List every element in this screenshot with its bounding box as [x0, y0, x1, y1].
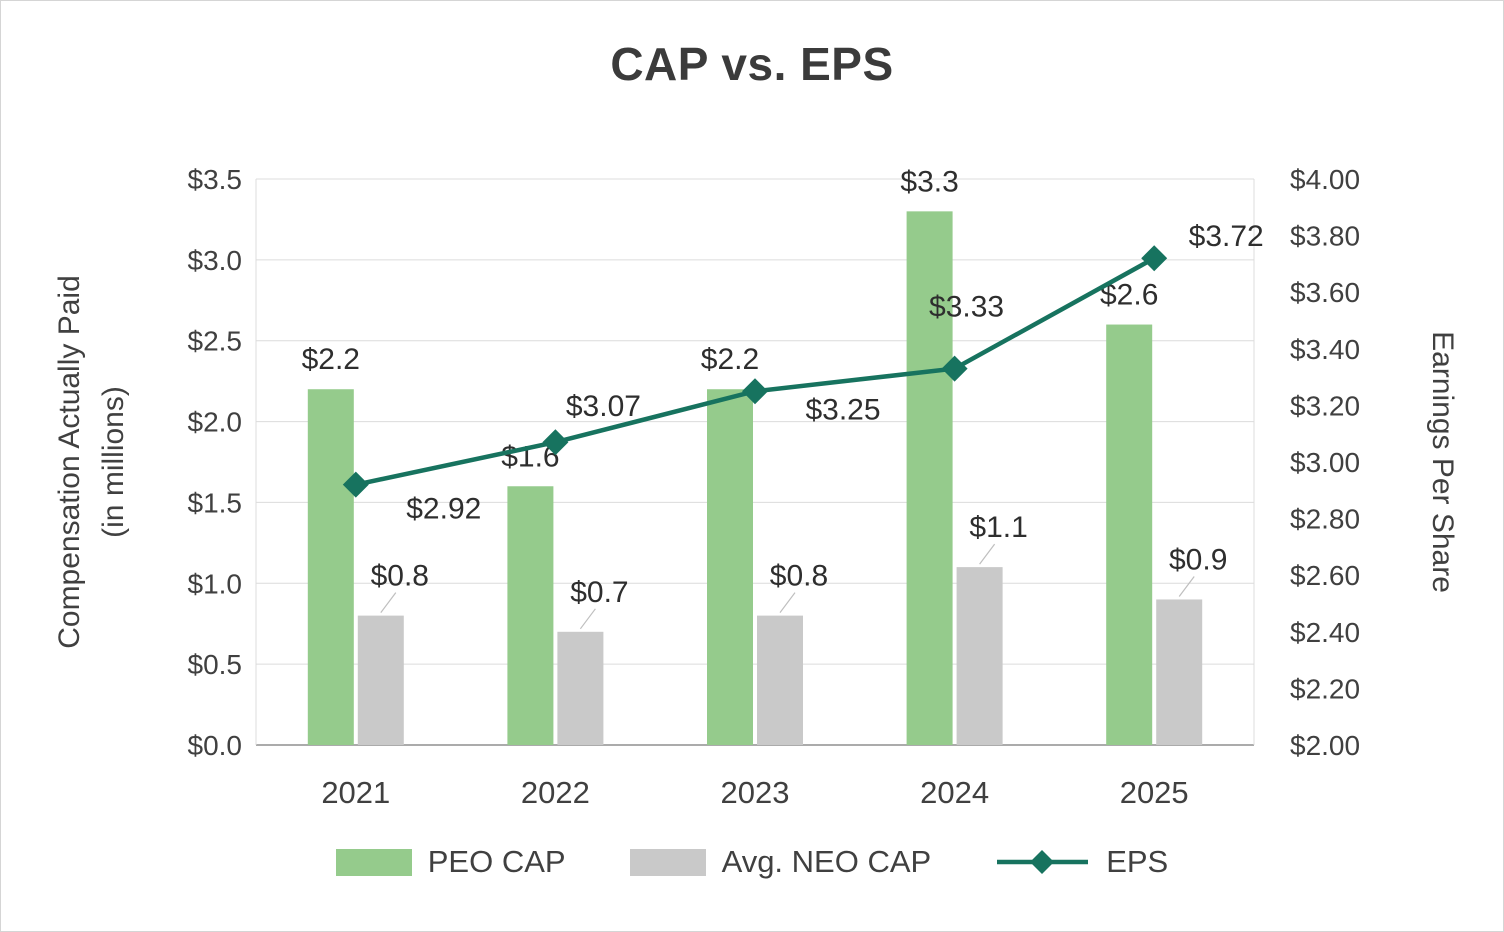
right-axis-tick: $3.20 [1290, 390, 1360, 421]
left-axis-title-line1: Compensation Actually Paid [53, 275, 86, 649]
label-neo-cap-2025: $0.9 [1169, 543, 1227, 576]
legend-item-eps: EPS [995, 844, 1168, 880]
label-peo-cap-2024: $3.3 [900, 165, 958, 198]
right-axis-tick: $2.80 [1290, 504, 1360, 535]
label-eps-2022: $3.07 [566, 390, 641, 423]
eps-marker-2025 [1141, 245, 1168, 272]
right-axis-tick: $3.40 [1290, 334, 1360, 365]
category-label-2023: 2023 [721, 775, 790, 810]
left-axis-title-line2: (in millions) [97, 386, 130, 538]
right-axis-tick: $2.40 [1290, 617, 1360, 648]
legend-label-peo-cap: PEO CAP [427, 844, 566, 879]
label-eps-2025: $3.72 [1189, 220, 1264, 253]
label-eps-2023: $3.25 [805, 393, 880, 426]
right-axis-tick: $4.00 [1290, 164, 1360, 195]
label-leader-line [380, 592, 397, 613]
right-axis-tick: $2.60 [1290, 560, 1360, 591]
label-neo-cap-2021: $0.8 [371, 560, 429, 593]
left-axis-tick: $0.0 [188, 730, 243, 761]
left-axis-tick: $1.5 [188, 487, 243, 518]
category-label-2025: 2025 [1120, 775, 1189, 810]
left-axis-tick: $3.0 [188, 245, 243, 276]
right-axis-tick: $3.00 [1290, 447, 1360, 478]
legend-item-neo-cap: Avg. NEO CAP [629, 844, 932, 880]
label-leader-line [579, 608, 596, 630]
label-neo-cap-2024: $1.1 [969, 511, 1027, 544]
eps-marker-2023 [742, 378, 768, 405]
left-axis-tick: $2.0 [188, 407, 243, 438]
bar-neo-cap-2025 [1156, 599, 1203, 745]
legend-item-peo-cap: PEO CAP [335, 844, 566, 880]
category-label-2022: 2022 [521, 775, 590, 810]
right-axis-tick: $2.20 [1290, 673, 1360, 704]
legend-label-eps: EPS [1106, 844, 1169, 879]
right-axis-tick: $2.00 [1290, 730, 1360, 761]
label-eps-2024: $3.33 [929, 291, 1004, 324]
label-peo-cap-2021: $2.2 [302, 343, 360, 376]
label-leader-line [779, 592, 796, 613]
neo-cap-swatch-icon [629, 848, 706, 876]
label-neo-cap-2022: $0.7 [570, 576, 628, 609]
label-eps-2021: $2.92 [406, 493, 481, 526]
left-axis-tick: $0.5 [188, 649, 243, 680]
legend-label-neo-cap: Avg. NEO CAP [721, 844, 932, 879]
category-label-2021: 2021 [321, 775, 390, 810]
left-axis-tick: $2.5 [188, 326, 243, 357]
eps-marker-2024 [941, 355, 968, 382]
label-neo-cap-2023: $0.8 [770, 560, 828, 593]
bar-peo-cap-2024 [906, 211, 953, 746]
eps-marker-2022 [542, 429, 569, 456]
eps-line-marker-icon [995, 846, 1090, 878]
label-leader-line [1178, 576, 1195, 597]
category-label-2024: 2024 [920, 775, 989, 810]
bar-peo-cap-2022 [507, 486, 554, 745]
bar-neo-cap-2023 [757, 615, 803, 745]
left-axis-tick: $3.5 [188, 164, 243, 195]
bar-peo-cap-2021 [307, 389, 354, 745]
chart-title: CAP vs. EPS [610, 38, 894, 90]
bar-neo-cap-2024 [956, 567, 1003, 745]
bar-peo-cap-2025 [1106, 324, 1153, 745]
peo-cap-swatch-icon [335, 848, 412, 876]
right-axis-title: Earnings Per Share [1426, 331, 1459, 593]
bar-neo-cap-2021 [357, 615, 404, 745]
bar-neo-cap-2022 [557, 631, 604, 745]
left-axis-tick: $1.0 [188, 568, 243, 599]
bar-peo-cap-2023 [707, 389, 753, 745]
label-leader-line [979, 543, 996, 565]
eps-marker-2021 [342, 471, 369, 498]
right-axis-tick: $3.80 [1290, 221, 1360, 252]
legend: PEO CAP Avg. NEO CAP EPS [1, 844, 1503, 880]
label-peo-cap-2023: $2.2 [701, 343, 759, 376]
right-axis-tick: $3.60 [1290, 277, 1360, 308]
